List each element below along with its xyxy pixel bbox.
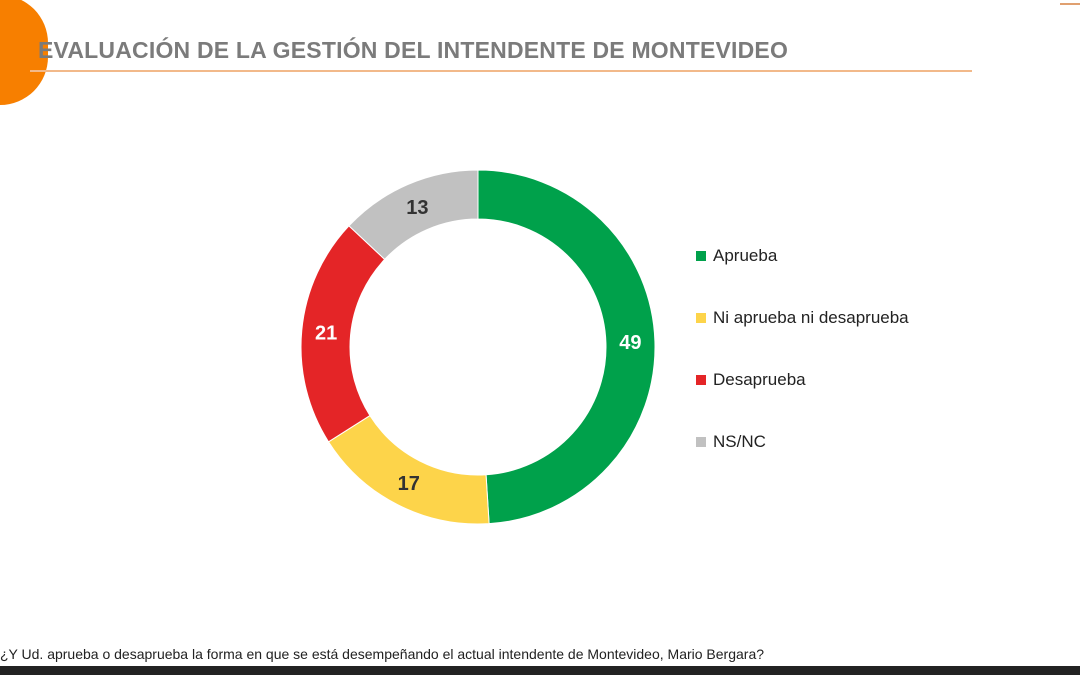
legend: Aprueba Ni aprueba ni desaprueba Desaprueb… — [696, 246, 909, 494]
data-label: 21 — [315, 323, 337, 345]
legend-label: Aprueba — [713, 246, 778, 265]
data-label: 13 — [406, 197, 428, 219]
donut-slice-aprueba — [477, 169, 656, 525]
legend-item: Aprueba — [696, 246, 909, 266]
legend-swatch — [696, 375, 706, 385]
data-label: 17 — [398, 473, 420, 495]
legend-swatch — [696, 437, 706, 447]
survey-question: ¿Y Ud. aprueba o desaprueba la forma en … — [0, 646, 765, 662]
chart-title: EVALUACIÓN DE LA GESTIÓN DEL INTENDENTE … — [38, 37, 789, 63]
donut-slice-desaprueba — [300, 225, 386, 443]
legend-swatch — [696, 251, 706, 261]
legend-label: Ni aprueba ni desaprueba — [713, 308, 909, 327]
legend-swatch — [696, 313, 706, 323]
legend-label: Desaprueba — [713, 370, 806, 389]
corner-decoration — [1060, 0, 1080, 5]
title-divider — [30, 70, 972, 72]
legend-item: Desaprueba — [696, 370, 909, 390]
data-label: 49 — [619, 332, 641, 354]
legend-item: NS/NC — [696, 432, 909, 452]
donut-slice-ns-nc — [348, 169, 479, 261]
donut-slice-ni-aprueba-ni-desaprueba — [327, 414, 490, 525]
legend-label: NS/NC — [713, 432, 766, 451]
legend-item: Ni aprueba ni desaprueba — [696, 308, 909, 328]
bottom-bar — [0, 666, 1080, 675]
